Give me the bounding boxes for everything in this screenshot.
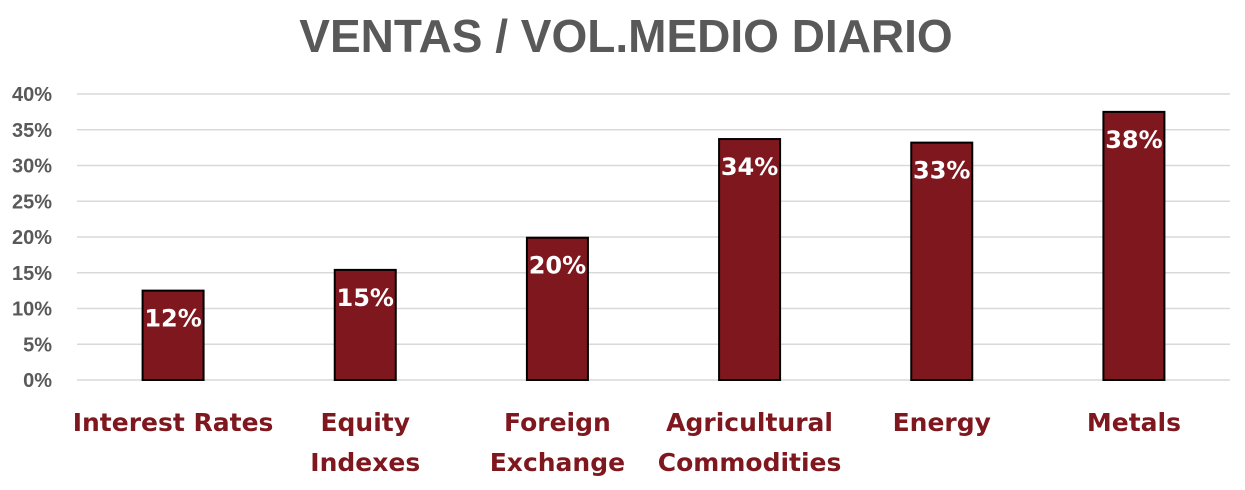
x-tick-label: Exchange: [490, 448, 625, 477]
x-tick-label: Equity: [320, 408, 410, 437]
x-axis: Interest Rates Equity Indexes Foreign Exchan…: [73, 408, 1181, 477]
bar: [141, 289, 205, 381]
bar: [525, 236, 589, 381]
y-tick-label: 5%: [23, 334, 52, 356]
data-label: 33%: [913, 157, 970, 185]
y-tick-label: 15%: [12, 263, 52, 285]
bar: [1102, 110, 1166, 381]
bar: [333, 268, 397, 382]
y-tick-label: 25%: [12, 191, 52, 213]
x-tick-label: Metals: [1087, 408, 1181, 437]
data-label: 12%: [144, 305, 201, 333]
y-axis: 0% 5% 10% 15% 20% 25% 30% 35% 40%: [12, 84, 52, 392]
y-tick-label: 0%: [23, 370, 52, 392]
y-tick-label: 35%: [12, 120, 52, 142]
x-tick-label: Indexes: [310, 448, 420, 477]
bar: [718, 138, 782, 381]
data-label: 15%: [337, 284, 394, 312]
x-tick-label: Commodities: [658, 448, 842, 477]
y-tick-label: 30%: [12, 156, 52, 178]
y-tick-label: 20%: [12, 227, 52, 249]
data-label: 38%: [1105, 126, 1162, 154]
bar: [910, 141, 974, 381]
bars: 12% 15% 20% 34% 33% 38%: [141, 110, 1166, 382]
data-label: 34%: [721, 153, 778, 181]
gridlines: [77, 93, 1230, 381]
x-tick-label: Interest Rates: [73, 408, 274, 437]
chart-title: VENTAS / VOL.MEDIO DIARIO: [299, 10, 952, 62]
x-tick-label: Agricultural: [666, 408, 833, 437]
y-tick-label: 40%: [12, 84, 52, 106]
data-label: 20%: [529, 252, 586, 280]
x-tick-label: Energy: [893, 408, 991, 437]
y-tick-label: 10%: [12, 299, 52, 321]
x-tick-label: Foreign: [504, 408, 611, 437]
